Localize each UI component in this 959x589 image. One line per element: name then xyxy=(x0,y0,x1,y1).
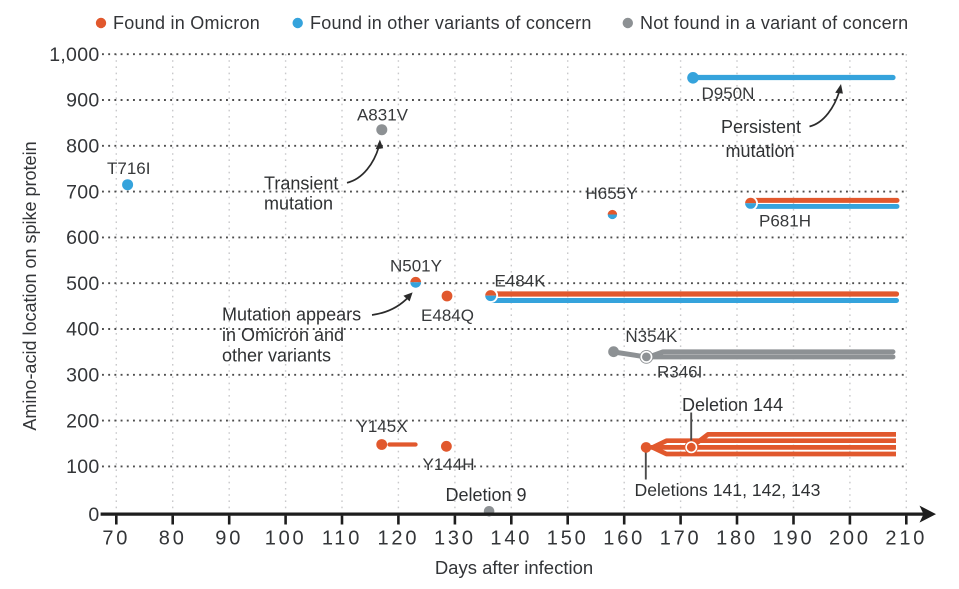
svg-text:110: 110 xyxy=(322,528,362,550)
svg-text:80: 80 xyxy=(159,528,187,550)
svg-text:1,000: 1,000 xyxy=(49,44,99,66)
svg-text:500: 500 xyxy=(66,273,99,295)
svg-text:190: 190 xyxy=(773,528,815,550)
svg-text:E484Q: E484Q xyxy=(421,306,474,325)
svg-text:other variants: other variants xyxy=(222,345,331,365)
svg-text:mutation: mutation xyxy=(264,194,333,214)
svg-text:0: 0 xyxy=(88,504,99,526)
svg-text:in Omicron and: in Omicron and xyxy=(222,325,344,345)
svg-text:Days after infection: Days after infection xyxy=(435,557,593,578)
svg-text:E484K: E484K xyxy=(495,272,547,291)
svg-text:Amino-acid location on spike p: Amino-acid location on spike protein xyxy=(20,141,40,430)
svg-text:140: 140 xyxy=(490,528,532,550)
svg-text:R346I: R346I xyxy=(657,363,702,382)
svg-text:Persistent: Persistent xyxy=(721,117,801,137)
svg-text:100: 100 xyxy=(265,528,307,550)
svg-text:170: 170 xyxy=(660,528,702,550)
svg-text:90: 90 xyxy=(215,528,243,550)
svg-text:Deletions 141, 142, 143: Deletions 141, 142, 143 xyxy=(635,480,821,500)
svg-text:800: 800 xyxy=(66,136,99,158)
svg-text:900: 900 xyxy=(66,90,99,112)
svg-text:400: 400 xyxy=(66,319,99,341)
svg-text:Found in other variants of con: Found in other variants of concern xyxy=(310,13,592,33)
svg-text:Deletion 144: Deletion 144 xyxy=(682,395,783,415)
svg-text:150: 150 xyxy=(547,528,589,550)
svg-text:200: 200 xyxy=(66,410,99,432)
svg-text:mutation: mutation xyxy=(725,141,794,161)
svg-text:120: 120 xyxy=(378,528,420,550)
svg-text:300: 300 xyxy=(66,365,99,387)
svg-text:D950N: D950N xyxy=(702,84,755,103)
svg-text:160: 160 xyxy=(603,528,645,550)
svg-text:70: 70 xyxy=(102,528,130,550)
svg-text:H655Y: H655Y xyxy=(586,184,638,203)
svg-text:Y145X: Y145X xyxy=(357,417,408,436)
svg-text:700: 700 xyxy=(66,181,99,203)
svg-text:A831V: A831V xyxy=(357,106,409,125)
svg-text:Mutation appears: Mutation appears xyxy=(222,304,361,324)
svg-text:200: 200 xyxy=(829,528,871,550)
svg-text:Y144H: Y144H xyxy=(423,455,475,474)
svg-text:N354K: N354K xyxy=(625,327,678,346)
svg-text:130: 130 xyxy=(434,528,476,550)
svg-text:Deletion 9: Deletion 9 xyxy=(446,485,527,505)
svg-text:Found in Omicron: Found in Omicron xyxy=(113,13,260,33)
svg-text:600: 600 xyxy=(66,227,99,249)
svg-text:180: 180 xyxy=(716,528,758,550)
svg-text:Transient: Transient xyxy=(264,174,338,194)
svg-text:P681H: P681H xyxy=(759,212,811,231)
svg-text:210: 210 xyxy=(885,528,927,550)
svg-text:T716I: T716I xyxy=(107,159,150,178)
svg-text:N501Y: N501Y xyxy=(390,257,442,276)
svg-text:100: 100 xyxy=(66,456,99,478)
svg-text:Not found in a variant of conc: Not found in a variant of concern xyxy=(640,13,908,33)
